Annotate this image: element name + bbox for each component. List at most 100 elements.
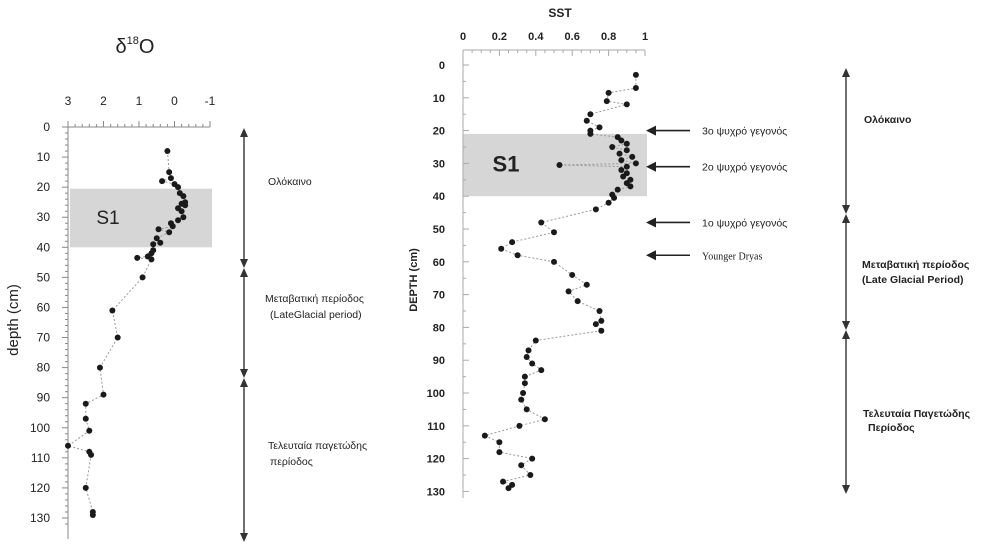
data-point	[167, 175, 174, 182]
data-point	[587, 130, 594, 137]
y-tick-label: 120	[427, 454, 445, 466]
y-tick-label: 70	[433, 290, 445, 302]
x-tick-label: 0.8	[601, 31, 616, 43]
data-point	[109, 307, 116, 314]
data-point	[529, 455, 536, 462]
zone-arrow-holocene-head-top	[240, 128, 248, 137]
y-tick-label: 50	[37, 270, 51, 284]
data-point	[148, 256, 155, 263]
y-tick-label: 90	[37, 391, 51, 405]
data-point	[592, 206, 599, 213]
data-point	[618, 166, 625, 173]
zone-label-glacial-2: περίοδος	[270, 456, 313, 468]
data-point	[180, 193, 187, 200]
data-point	[618, 137, 625, 144]
data-point	[82, 400, 89, 407]
zone-arrow-glacial-head-top	[842, 330, 850, 339]
data-point	[538, 219, 545, 226]
data-point	[614, 186, 621, 193]
y-tick-label: 110	[427, 421, 445, 433]
data-point	[520, 390, 527, 397]
data-point	[603, 98, 610, 105]
zone-label-lateglacial: Μεταβατική περίοδος	[265, 293, 364, 305]
data-point	[180, 214, 187, 221]
zone-arrow-lateglacial-head-bottom	[240, 369, 248, 378]
data-point	[598, 317, 605, 324]
data-point	[155, 226, 162, 233]
data-point	[623, 140, 630, 147]
zone-arrow-holocene-head-bottom	[240, 259, 248, 268]
s1-band	[463, 133, 647, 197]
zone-label-glacial-2: Περίοδος	[868, 422, 915, 434]
y-tick-label: 20	[37, 180, 51, 194]
y-tick-label: 100	[30, 421, 50, 435]
zone-label-lateglacial-en: (Late Glacial Period)	[862, 274, 964, 286]
data-point	[605, 89, 612, 96]
title-superscript: 18	[127, 35, 139, 47]
event-label: Younger Dryas	[702, 251, 762, 262]
y-tick-label: 60	[37, 300, 51, 314]
data-point	[521, 380, 528, 387]
data-point	[175, 184, 182, 191]
data-point	[521, 373, 528, 380]
data-point	[178, 208, 185, 215]
data-point	[529, 360, 536, 367]
y-tick-label: 0	[439, 60, 445, 72]
y-tick-label: 10	[433, 93, 445, 105]
data-point	[583, 117, 590, 124]
data-point	[481, 432, 488, 439]
data-point	[150, 241, 157, 248]
zone-arrow-lateglacial-head-top	[842, 214, 850, 223]
data-point	[592, 321, 599, 328]
x-tick-label: 0.4	[528, 31, 544, 43]
event-label: 1ο ψυχρό γεγονός	[702, 217, 787, 229]
y-tick-label: 40	[37, 240, 51, 254]
data-point	[139, 274, 146, 281]
data-point	[574, 298, 581, 305]
data-point	[565, 288, 572, 295]
chart-title: SST	[548, 6, 572, 20]
event-arrow-head	[646, 250, 656, 261]
y-tick-label: 100	[427, 388, 445, 400]
data-point	[166, 229, 173, 236]
data-point	[500, 478, 507, 485]
data-point	[583, 281, 590, 288]
data-point	[616, 150, 623, 157]
x-tick-label: 0	[171, 94, 178, 108]
y-tick-label: 80	[37, 361, 51, 375]
data-point	[587, 111, 594, 118]
data-point	[556, 162, 563, 169]
y-axis-label: DEPTH (cm)	[408, 248, 420, 312]
event-arrow-head	[646, 161, 656, 172]
data-point	[164, 148, 171, 155]
data-point	[551, 229, 557, 236]
event-arrow-head	[646, 125, 656, 136]
zone-label-lateglacial-en: (LateGlacial period)	[270, 309, 362, 321]
y-tick-label: 80	[433, 322, 445, 334]
data-point	[496, 449, 503, 456]
data-point	[516, 422, 523, 429]
data-point	[627, 183, 634, 190]
data-point	[157, 239, 164, 246]
title-o: O	[139, 36, 155, 58]
data-point	[551, 258, 557, 265]
data-point	[605, 199, 612, 206]
data-point	[82, 415, 89, 422]
data-point	[518, 462, 525, 469]
y-tick-label: 90	[433, 355, 445, 367]
y-tick-label: 30	[37, 210, 51, 224]
x-tick-label: 3	[65, 94, 72, 108]
y-tick-label: 130	[427, 486, 445, 498]
data-point	[598, 327, 605, 334]
data-point	[596, 308, 603, 315]
y-tick-label: 10	[37, 150, 51, 164]
data-point	[498, 245, 505, 252]
data-point	[569, 271, 576, 278]
data-point	[89, 511, 96, 518]
data-point	[505, 485, 512, 492]
data-point	[88, 451, 95, 458]
data-point	[611, 194, 618, 201]
